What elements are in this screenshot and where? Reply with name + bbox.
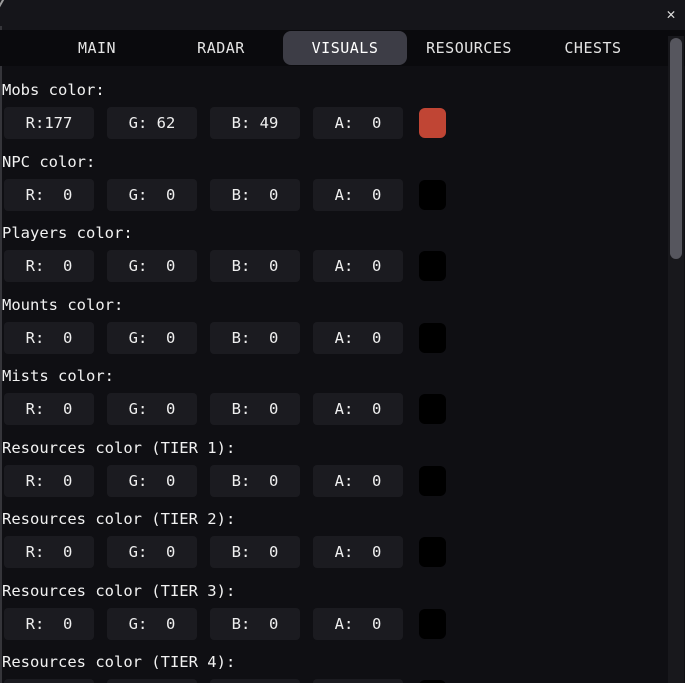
scrollbar-thumb[interactable] <box>670 38 682 259</box>
rgba-field[interactable]: R:177 <box>4 107 94 139</box>
window-left-border <box>0 26 2 683</box>
rgba-field[interactable]: R: 0 <box>4 250 94 283</box>
rgba-field[interactable]: A: 0 <box>313 679 403 683</box>
section-label: NPC color: <box>2 152 96 171</box>
rgba-field[interactable]: B: 0 <box>210 393 300 426</box>
field-row: R: 0 G: 0 B: 0 A: 0 <box>0 321 665 354</box>
section-label: Resources color (TIER 3): <box>2 581 236 600</box>
color-swatch[interactable] <box>419 108 446 138</box>
rgba-field[interactable]: B: 0 <box>210 178 300 211</box>
color-section: Mists color: R: 0 G: 0 B: 0 A: 0 <box>0 368 665 440</box>
rgba-field[interactable]: G: 0 <box>107 178 197 211</box>
tab-bar: MAIN RADAR VISUALS RESOURCES CHESTS <box>0 30 685 66</box>
rgba-field[interactable]: A: 0 <box>313 607 403 640</box>
section-label: Resources color (TIER 4): <box>2 653 236 672</box>
rgba-field[interactable]: G: 0 <box>107 536 197 569</box>
color-section: Players color: R: 0 G: 0 B: 0 A: 0 <box>0 225 665 297</box>
section-label: Players color: <box>2 224 133 243</box>
color-swatch[interactable] <box>419 537 446 568</box>
rgba-field[interactable]: G: 0 <box>107 250 197 283</box>
color-section: Resources color (TIER 3): R: 0 G: 0 B: 0 A… <box>0 583 665 655</box>
field-row: R: 0 G: 0 B: 0 A: 0 <box>0 607 665 640</box>
rgba-field[interactable]: R: 0 <box>4 679 94 683</box>
color-swatch[interactable] <box>419 394 446 425</box>
rgba-field[interactable]: B: 0 <box>210 321 300 354</box>
rgba-field[interactable]: B: 0 <box>210 607 300 640</box>
tab-main[interactable]: MAIN <box>77 39 117 57</box>
rgba-field[interactable]: B: 0 <box>210 679 300 683</box>
rgba-field[interactable]: A: 0 <box>313 464 403 497</box>
sections: Mobs color: R:177 G: 62 B: 49 A: 0 NPC col… <box>0 82 665 683</box>
rgba-field[interactable]: G: 0 <box>107 464 197 497</box>
color-swatch[interactable] <box>419 322 446 353</box>
rgba-field[interactable]: G: 0 <box>107 607 197 640</box>
color-swatch[interactable] <box>419 179 446 210</box>
rgba-field[interactable]: A: 0 <box>313 536 403 569</box>
rgba-field[interactable]: B: 49 <box>210 107 300 139</box>
color-section: Mounts color: R: 0 G: 0 B: 0 A: 0 <box>0 297 665 369</box>
section-label: Mounts color: <box>2 295 124 314</box>
color-swatch[interactable] <box>419 608 446 639</box>
rgba-field[interactable]: A: 0 <box>313 321 403 354</box>
field-row: R: 0 G: 0 B: 0 A: 0 <box>0 679 665 683</box>
color-section: NPC color: R: 0 G: 0 B: 0 A: 0 <box>0 154 665 226</box>
rgba-field[interactable]: R: 0 <box>4 393 94 426</box>
field-row: R: 0 G: 0 B: 0 A: 0 <box>0 464 665 497</box>
field-row: R: 0 G: 0 B: 0 A: 0 <box>0 393 665 426</box>
rgba-field[interactable]: G: 0 <box>107 393 197 426</box>
tab-chests[interactable]: CHESTS <box>564 39 622 57</box>
rgba-field[interactable]: B: 0 <box>210 536 300 569</box>
rgba-field[interactable]: R: 0 <box>4 464 94 497</box>
rgba-field[interactable]: A: 0 <box>313 107 403 139</box>
tab-visuals[interactable]: VISUALS <box>283 31 407 65</box>
rgba-field[interactable]: R: 0 <box>4 178 94 211</box>
rgba-field[interactable]: A: 0 <box>313 250 403 283</box>
rgba-field[interactable]: A: 0 <box>313 178 403 211</box>
rgba-field[interactable]: G: 0 <box>107 679 197 683</box>
field-row: R:177 G: 62 B: 49 A: 0 <box>0 107 665 139</box>
tab-resources[interactable]: RESOURCES <box>426 39 512 57</box>
color-section: Resources color (TIER 4): R: 0 G: 0 B: 0 A… <box>0 654 665 683</box>
section-label: Mobs color: <box>2 81 105 99</box>
close-icon[interactable]: ✕ <box>666 5 676 23</box>
rgba-field[interactable]: B: 0 <box>210 464 300 497</box>
color-swatch[interactable] <box>419 465 446 496</box>
section-label: Mists color: <box>2 367 114 386</box>
scrollbar[interactable] <box>668 36 684 683</box>
rgba-field[interactable]: R: 0 <box>4 607 94 640</box>
section-label: Resources color (TIER 1): <box>2 438 236 457</box>
rgba-field[interactable]: A: 0 <box>313 393 403 426</box>
rgba-field[interactable]: G: 0 <box>107 321 197 354</box>
rgba-field[interactable]: B: 0 <box>210 250 300 283</box>
field-row: R: 0 G: 0 B: 0 A: 0 <box>0 250 665 283</box>
color-section: Resources color (TIER 1): R: 0 G: 0 B: 0 A… <box>0 440 665 512</box>
rgba-field[interactable]: R: 0 <box>4 321 94 354</box>
color-swatch[interactable] <box>419 680 446 683</box>
section-label: Resources color (TIER 2): <box>2 510 236 529</box>
rgba-field[interactable]: G: 62 <box>107 107 197 139</box>
field-row: R: 0 G: 0 B: 0 A: 0 <box>0 178 665 211</box>
color-swatch[interactable] <box>419 251 446 282</box>
titlebar[interactable]: ✕ <box>0 0 685 30</box>
tab-radar[interactable]: RADAR <box>197 39 245 57</box>
color-section: Mobs color: R:177 G: 62 B: 49 A: 0 <box>0 82 665 154</box>
color-section: Resources color (TIER 2): R: 0 G: 0 B: 0 A… <box>0 511 665 583</box>
rgba-field[interactable]: R: 0 <box>4 536 94 569</box>
field-row: R: 0 G: 0 B: 0 A: 0 <box>0 536 665 569</box>
